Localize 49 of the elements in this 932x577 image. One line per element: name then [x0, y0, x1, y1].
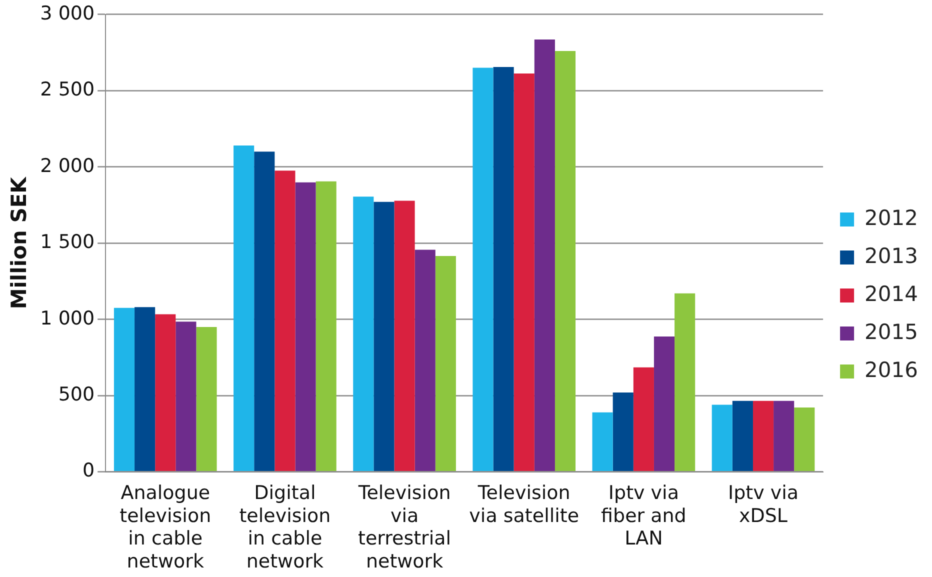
y-tick-label: 2 500 — [40, 78, 95, 101]
bar — [353, 196, 374, 472]
y-tick-label: 1 500 — [40, 231, 95, 254]
y-tick-label: 0 — [82, 460, 95, 482]
bar — [794, 407, 815, 472]
bar — [234, 146, 254, 472]
y-tick-label: 500 — [58, 384, 95, 406]
x-tick-label: Television via terrestrial network — [357, 482, 452, 573]
x-tick-label: Iptv via fiber and LAN — [601, 482, 686, 550]
bar — [155, 314, 176, 472]
bar — [612, 392, 634, 472]
bar — [394, 200, 415, 472]
bar — [374, 202, 394, 472]
y-axis-title: Million SEK — [7, 176, 32, 310]
bar — [774, 400, 794, 472]
legend-label: 2014 — [864, 282, 918, 306]
y-tick-label: 3 000 — [40, 2, 95, 24]
x-tick-label: Digital television in cable network — [239, 482, 331, 573]
bar — [435, 256, 456, 472]
y-tick-label: 1 000 — [40, 307, 95, 330]
bar — [554, 50, 576, 472]
legend-label: 2012 — [864, 206, 918, 230]
bar — [176, 322, 196, 472]
bar — [674, 293, 696, 472]
bar — [633, 367, 654, 472]
bar — [654, 336, 675, 472]
x-tick-label: Iptv via xDSL — [728, 482, 799, 527]
bar — [196, 326, 217, 472]
x-tick-label: Television via satellite — [469, 482, 580, 527]
bar — [295, 182, 316, 472]
bar — [472, 68, 494, 472]
x-tick-label: Analogue television in cable network — [120, 482, 212, 573]
bar — [274, 170, 296, 472]
legend-label: 2015 — [864, 320, 918, 344]
bar — [592, 412, 613, 472]
bar — [534, 40, 555, 472]
y-tick-label: 2 000 — [40, 154, 95, 177]
bar — [712, 404, 732, 472]
bar — [254, 152, 275, 472]
bar — [114, 308, 135, 472]
legend-label: 2016 — [864, 358, 918, 382]
bar — [514, 74, 534, 472]
legend-label: 2013 — [864, 244, 918, 268]
bar — [732, 400, 753, 472]
bar — [134, 307, 156, 472]
bar — [493, 67, 514, 472]
bar — [752, 400, 774, 472]
bar — [414, 250, 436, 472]
bar — [316, 181, 336, 472]
